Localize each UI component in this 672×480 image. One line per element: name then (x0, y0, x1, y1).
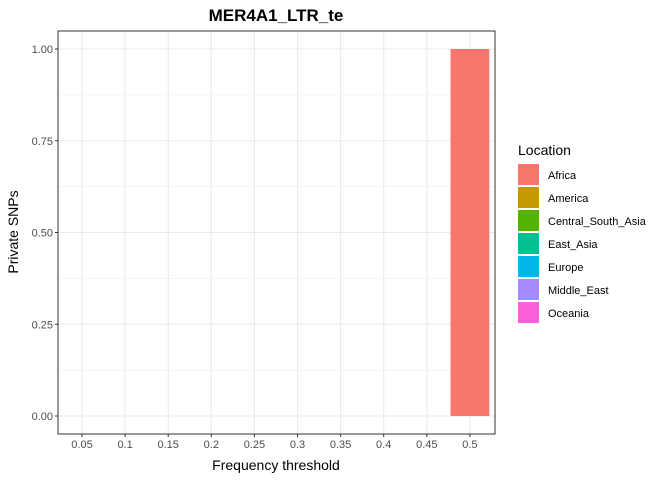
x-tick-label: 0.15 (157, 439, 178, 451)
legend-title: Location (518, 142, 571, 158)
x-tick-label: 0.4 (376, 439, 391, 451)
chart-title: MER4A1_LTR_te (209, 6, 344, 25)
bars (450, 49, 490, 416)
y-tick-label: 0.75 (32, 136, 53, 148)
x-tick-label: 0.25 (244, 439, 265, 451)
y-axis-title: Private SNPs (5, 190, 21, 273)
legend-key-east_asia (518, 233, 539, 254)
legend-key-europe (518, 256, 539, 277)
bar-africa-0.5 (450, 49, 490, 416)
x-tick-label: 0.3 (290, 439, 305, 451)
legend-label-oceania: Oceania (548, 308, 590, 320)
legend-label-america: America (548, 193, 589, 205)
y-tick-label: 0.50 (32, 228, 53, 240)
legend-key-africa (518, 164, 539, 185)
legend-label-central_south_asia: Central_South_Asia (548, 216, 647, 228)
legend: Location Africa America Central_South_Asia… (518, 142, 647, 323)
y-axis: 0.00 0.25 0.50 0.75 1.00 (32, 44, 58, 423)
legend-key-central_south_asia (518, 210, 539, 231)
grid-lines (58, 31, 495, 434)
legend-key-oceania (518, 302, 539, 323)
y-tick-label: 1.00 (32, 44, 53, 56)
legend-label-africa: Africa (548, 170, 577, 182)
x-axis-title: Frequency threshold (212, 457, 340, 473)
y-tick-label: 0.25 (32, 319, 53, 331)
legend-label-east_asia: East_Asia (548, 239, 598, 251)
x-tick-label: 0.1 (117, 439, 132, 451)
legend-key-america (518, 187, 539, 208)
x-tick-label: 0.5 (462, 439, 477, 451)
x-tick-label: 0.45 (416, 439, 437, 451)
x-tick-label: 0.2 (204, 439, 219, 451)
legend-key-middle_east (518, 279, 539, 300)
x-axis: 0.05 0.1 0.15 0.2 0.25 0.3 0.35 0.4 0.45 0.5 (71, 434, 478, 451)
x-tick-label: 0.05 (71, 439, 92, 451)
legend-label-europe: Europe (548, 262, 583, 274)
x-tick-label: 0.35 (330, 439, 351, 451)
legend-label-middle_east: Middle_East (548, 285, 609, 297)
y-tick-label: 0.00 (32, 411, 53, 423)
